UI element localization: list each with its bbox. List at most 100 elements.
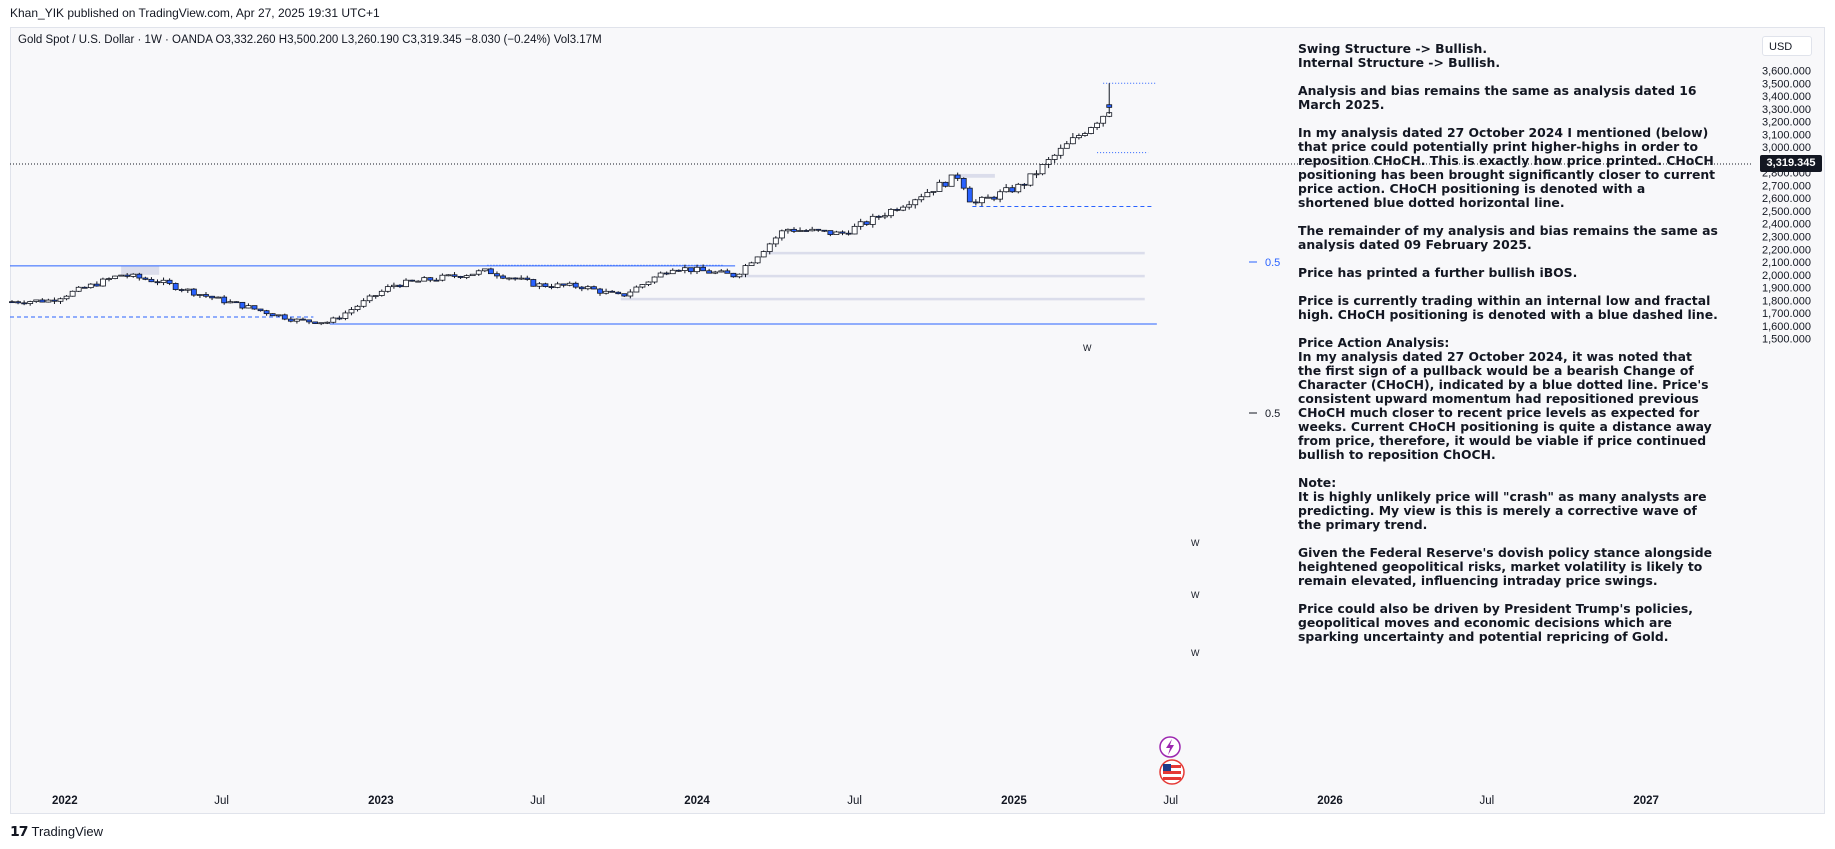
candle-body (221, 296, 228, 304)
candle-body (372, 295, 379, 297)
candle-body (251, 305, 258, 310)
candle-body (572, 282, 579, 288)
note-paragraph: Price has printed a further bullish iBOS… (1298, 265, 1578, 280)
candle-body (160, 279, 167, 283)
candle-body (475, 270, 482, 275)
candle-body (100, 278, 106, 287)
candle-body (118, 274, 125, 277)
candle-body (300, 318, 306, 321)
price-tick-label: 1,800.000 (1762, 295, 1811, 307)
candle-body (197, 294, 203, 296)
lines-layer (10, 82, 1157, 325)
candle-body (57, 298, 64, 302)
price-tick-label: 1,900.000 (1762, 283, 1811, 295)
candle-body (554, 283, 561, 288)
candle-body (142, 277, 149, 280)
candle-body (330, 317, 337, 323)
brand-name: TradingView (31, 824, 104, 839)
candle-body (1021, 183, 1028, 186)
candle-body (318, 322, 325, 325)
candle-body (494, 273, 500, 277)
candle-body (500, 275, 506, 279)
candle-body (942, 181, 949, 187)
candle-body (1027, 173, 1034, 186)
symbol-legend[interactable]: Gold Spot / U.S. Dollar · 1W · OANDA O3,… (18, 34, 602, 46)
candle-body (1003, 187, 1010, 193)
candle-body (87, 283, 94, 289)
candle-body (712, 271, 719, 274)
current-price-badge: 3,319.345 (1760, 155, 1822, 172)
candle-body (718, 270, 725, 273)
candle-body (63, 295, 70, 300)
time-tick-label: Jul (1479, 795, 1494, 807)
candle-body (306, 319, 312, 323)
candle-body (487, 268, 494, 275)
candle-body (312, 321, 319, 324)
candle-body (972, 201, 979, 204)
footer-brand[interactable]: 𝟭𝟳 TradingView (10, 823, 103, 840)
candle-body (766, 243, 773, 252)
candle-body (421, 277, 428, 282)
candle-body (9, 301, 15, 304)
candle-body (845, 232, 852, 235)
candle-body (760, 251, 767, 258)
price-tick-label: 3,000.000 (1762, 142, 1811, 154)
time-tick-label: Jul (1163, 795, 1178, 807)
candle-body (124, 274, 131, 277)
candle-body (257, 308, 264, 312)
candle-body (130, 273, 137, 277)
us-flag-icon[interactable] (1159, 759, 1185, 785)
candle-body (439, 274, 446, 281)
price-tick-label: 2,300.000 (1762, 232, 1811, 244)
candle-body (39, 299, 46, 303)
price-tick-label: 3,100.000 (1762, 129, 1811, 141)
candle-body (754, 256, 761, 264)
candle-body (694, 266, 700, 273)
candle-body (827, 230, 834, 235)
time-tick-label: Jul (847, 795, 862, 807)
price-tick-label: 2,600.000 (1762, 193, 1811, 205)
candle-body (688, 267, 694, 273)
candle-body (136, 273, 143, 279)
candle-body (463, 275, 470, 278)
candle-body (215, 296, 222, 299)
candle-body (906, 204, 913, 208)
candle-body (863, 221, 870, 225)
candle-body (294, 318, 300, 322)
candle-body (797, 230, 803, 232)
candle-body (178, 289, 185, 291)
candle-body (1033, 173, 1040, 176)
candle-body (869, 215, 876, 225)
candle-body (833, 231, 840, 235)
candle-body (530, 279, 537, 287)
candle-body (524, 277, 531, 280)
candle-body (324, 321, 331, 324)
currency-selector[interactable]: USD (1762, 36, 1812, 56)
candle-body (281, 314, 288, 320)
candle-body (1015, 183, 1022, 193)
candle-body (184, 288, 191, 291)
candle-body (433, 279, 440, 282)
candle-body (445, 274, 452, 277)
demand-zone (121, 265, 160, 275)
candle-body (724, 270, 731, 274)
chart-panel[interactable] (10, 27, 1825, 814)
candle-body (681, 267, 688, 271)
candle-body (669, 269, 676, 275)
candle-body (154, 281, 161, 284)
candle-body (45, 299, 52, 303)
candle-body (269, 313, 276, 317)
publish-info: Khan_YIK published on TradingView.com, A… (10, 6, 380, 20)
candle-body (742, 265, 749, 275)
candle-body (239, 301, 246, 309)
lightning-icon[interactable] (1159, 736, 1181, 758)
note-paragraph: The remainder of my analysis and bias re… (1298, 223, 1718, 252)
candle-body (166, 279, 173, 284)
candle-body (33, 299, 40, 302)
candle-body (1051, 154, 1058, 160)
note-paragraph: Price Action Analysis: In my analysis da… (1298, 335, 1712, 462)
price-tick-label: 2,200.000 (1762, 244, 1811, 256)
candle-body (645, 281, 652, 285)
note-paragraph: Given the Federal Reserve's dovish polic… (1298, 545, 1713, 588)
